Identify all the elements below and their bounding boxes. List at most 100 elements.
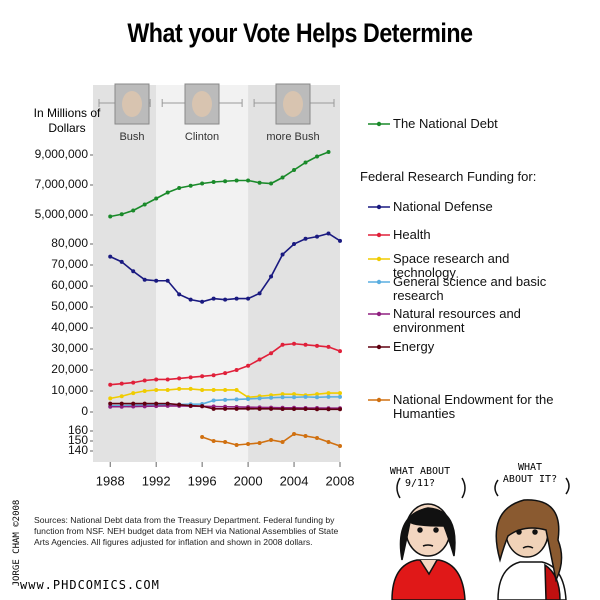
data-point [131,401,136,406]
data-point [326,394,331,399]
legend-marker [376,311,382,317]
data-point [165,387,170,392]
data-point [223,440,228,444]
legend-marker [376,344,382,350]
data-point [338,391,342,396]
legend-label: Space research and technology [393,251,510,280]
period-label: more Bush [266,131,319,143]
data-point [108,214,113,219]
data-point [326,391,331,396]
y-tick-label: 20,000 [51,362,88,376]
speech-bubble: WHAT ABOUT IT? [502,462,558,485]
data-point [303,434,308,438]
legend-marker [376,204,382,210]
data-point [200,435,205,439]
data-point [280,252,285,257]
legend-marker [376,279,382,285]
data-point [234,296,239,301]
data-point [131,269,136,274]
data-point [246,396,251,401]
data-point [257,357,262,362]
period-bands [93,83,340,462]
data-point [292,432,297,436]
x-tick-label: 2008 [326,473,355,488]
legend-label: Natural resources and environment [393,306,521,335]
data-point [142,401,147,406]
data-point [280,440,285,444]
data-point [315,343,320,348]
data-point [177,292,182,297]
data-point [280,392,285,397]
data-point [211,439,216,443]
data-point [292,168,297,172]
portrait-face [283,91,303,117]
data-point [188,375,193,380]
data-point [280,407,285,412]
data-point [165,377,170,382]
comic-characters [391,477,570,600]
data-point [326,150,331,154]
data-point [326,407,331,412]
legend-marker [376,256,382,262]
data-point [234,443,239,447]
data-point [223,406,228,411]
legend-label: National Endowment for the Humanties [393,392,554,421]
data-point [131,391,136,396]
data-point [303,407,308,412]
data-point [303,342,308,347]
data-point [315,392,320,397]
data-point [211,398,216,403]
data-point [246,442,251,446]
data-point [326,231,331,236]
y-tick-label: 0 [81,404,88,418]
data-point [142,277,147,282]
data-point [338,349,342,354]
x-tick-label: 1996 [188,473,217,488]
data-point [303,394,308,399]
legend-label: The National Debt [393,116,498,131]
data-point [223,179,228,184]
legend-marker [376,121,382,127]
data-point [315,407,320,412]
data-point [131,404,136,409]
data-point [119,401,124,406]
data-point [315,395,320,400]
data-point [246,363,251,368]
data-point [315,436,320,440]
data-point [119,381,124,386]
legend-marker [376,397,382,403]
data-point [177,386,182,391]
data-point [292,392,297,397]
data-point [154,278,159,283]
data-point [200,181,205,186]
data-point [280,395,285,400]
y-tick-label: 140 [68,443,88,457]
period-label: Clinton [185,131,219,143]
data-point [326,344,331,349]
data-point [108,401,113,406]
data-point [177,402,182,407]
data-point [269,395,274,400]
x-tick-label: 1992 [142,473,171,488]
y-tick-label: 60,000 [51,278,88,292]
data-point [154,387,159,392]
data-point [223,297,228,302]
y-tick-label: 150 [68,433,88,447]
y-tick-label: 80,000 [51,236,88,250]
y-tick-label: 160 [68,423,88,437]
data-point [246,178,251,183]
data-point [234,387,239,392]
data-point [119,394,124,399]
data-point [200,374,205,379]
data-point [234,368,239,372]
data-point [269,181,274,186]
y-tick-label: 30,000 [51,341,88,355]
data-point [188,297,193,302]
data-point [142,378,147,383]
data-point [338,444,342,448]
data-point [269,438,274,442]
x-tick-label: 2000 [234,473,263,488]
data-point [200,299,205,304]
data-point [165,190,170,195]
sources-note: Sources: National Debt data from the Tre… [34,515,339,547]
